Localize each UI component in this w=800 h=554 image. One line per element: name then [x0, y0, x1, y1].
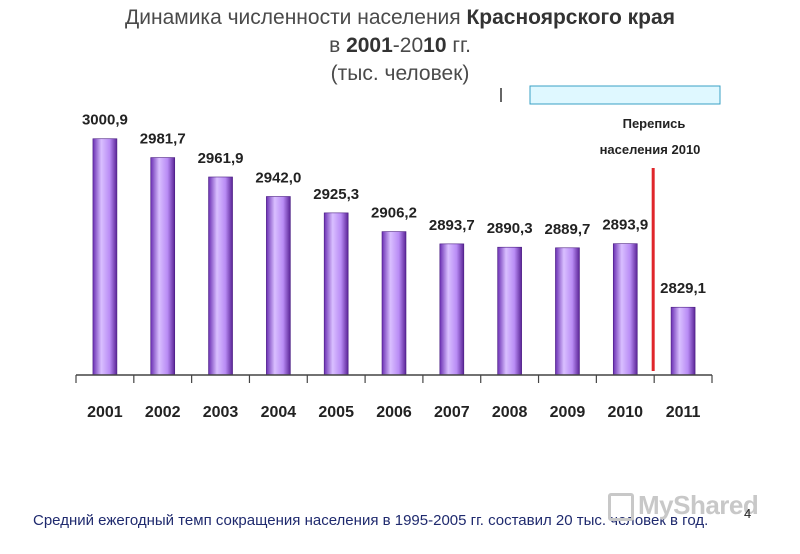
title-year-start: 2001	[346, 34, 393, 57]
watermark: MyShared	[608, 490, 759, 522]
data-label-2010: 2893,9	[602, 217, 648, 234]
data-label-2001: 3000,9	[82, 112, 128, 129]
bar-2001	[92, 138, 118, 376]
data-label-2006: 2906,2	[371, 205, 417, 222]
bar-2008	[497, 246, 522, 376]
title-region: Красноярского края	[466, 6, 675, 29]
census-label-line-2: населения 2010	[600, 142, 701, 157]
bar-2004	[266, 196, 291, 376]
data-label-2002: 2981,7	[140, 131, 186, 148]
x-tick-label-2010: 2010	[607, 404, 643, 421]
title-line-2: в 2001-2010 гг.	[0, 32, 800, 60]
title-line-1-text: Динамика численности населения	[125, 6, 467, 29]
title-year-mid: -20	[392, 34, 424, 57]
census-label-line-1: Перепись	[623, 116, 686, 131]
data-label-2007: 2893,7	[429, 217, 475, 234]
data-label-2004: 2942,0	[255, 170, 301, 187]
x-tick-label-2002: 2002	[145, 404, 181, 421]
bar-2005	[323, 212, 349, 376]
bar-2006	[381, 231, 407, 376]
x-tick-label-2003: 2003	[203, 404, 239, 421]
bar-2007	[439, 243, 465, 376]
page-number: 4	[744, 506, 752, 521]
watermark-logo-icon	[608, 493, 634, 522]
title-year-end: 10	[423, 34, 447, 57]
footer-note: Средний ежегодный темп сокращения населе…	[33, 512, 709, 529]
x-tick-label-2011: 2011	[666, 404, 701, 421]
title-line-2-prefix: в	[329, 34, 347, 57]
title-line-3: (тыс. человек)	[330, 62, 470, 85]
chart-title: Динамика численности населения Красноярс…	[0, 4, 800, 88]
x-tick-label-2008: 2008	[492, 404, 528, 421]
data-label-2009: 2889,7	[545, 221, 591, 238]
census-box	[529, 85, 721, 105]
bar-2011	[670, 306, 696, 376]
bar-2010	[612, 243, 638, 376]
data-label-2008: 2890,3	[487, 220, 533, 237]
x-tick-label-2001: 2001	[87, 404, 123, 421]
x-tick-label-2007: 2007	[434, 404, 470, 421]
x-tick-label-2009: 2009	[550, 404, 586, 421]
bar-chart: Перепись населения 2010 3000,9 2981,7 2961…	[75, 85, 721, 421]
data-label-2011: 2829,1	[660, 280, 706, 297]
bar-2009	[555, 247, 580, 376]
x-tick-label-2004: 2004	[261, 404, 297, 421]
title-year-suffix: гг.	[446, 34, 471, 57]
data-label-2005: 2925,3	[313, 186, 359, 203]
bar-2003	[208, 176, 233, 376]
data-label-2003: 2961,9	[198, 150, 244, 167]
watermark-text: MyShared	[638, 490, 759, 520]
title-line-1: Динамика численности населения Красноярс…	[0, 4, 800, 32]
x-tick-label-2006: 2006	[376, 404, 412, 421]
x-tick-label-2005: 2005	[318, 404, 354, 421]
bar-2002	[150, 157, 176, 376]
